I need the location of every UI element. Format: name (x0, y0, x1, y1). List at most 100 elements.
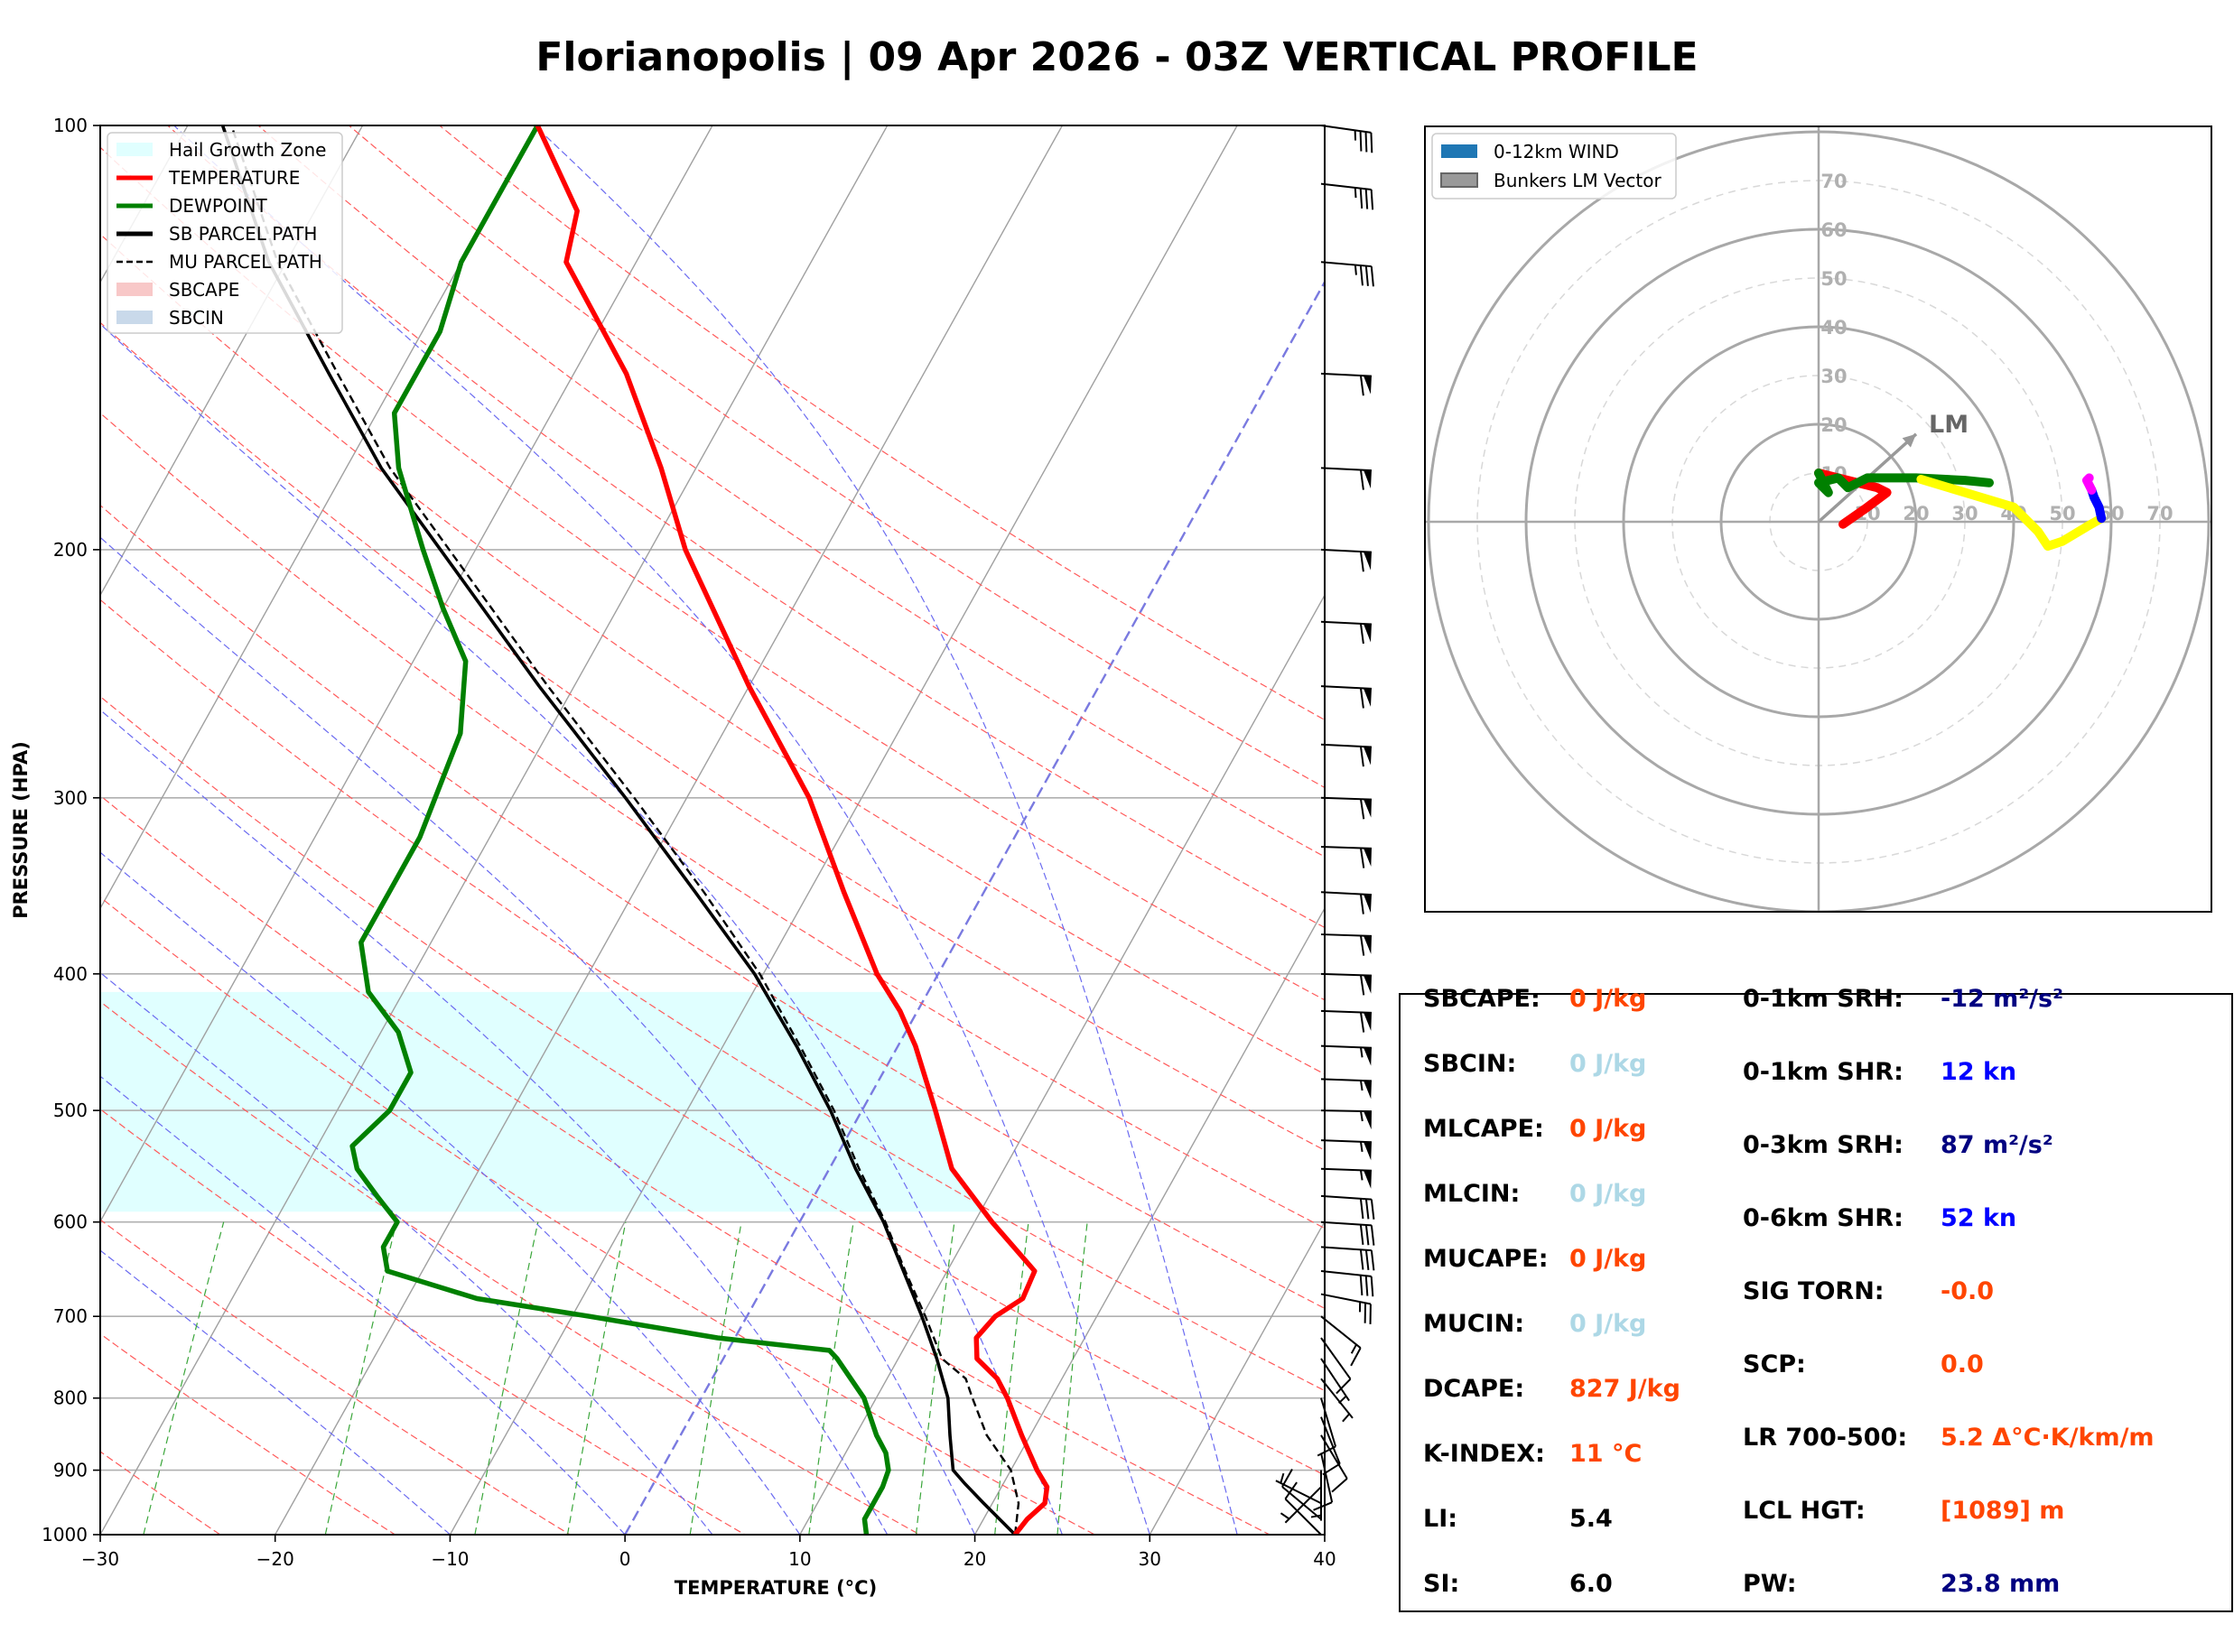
x-tick-label: 40 (1313, 1548, 1336, 1570)
stat-label: 0-3km SRH: (1743, 1131, 1904, 1159)
legend-label: SBCIN (169, 307, 224, 329)
moist-adiabat (100, 709, 889, 1535)
skewt-plot-area (100, 125, 1325, 1535)
wind-barb-full (1370, 1225, 1375, 1246)
stat-value: 0 J/kg (1569, 1245, 1647, 1273)
wind-barb (1313, 1452, 1334, 1511)
wind-barb (1320, 182, 1374, 210)
wind-barb (1320, 933, 1373, 956)
wind-barb (1320, 743, 1372, 767)
stat-label: LCL HGT: (1743, 1497, 1866, 1525)
stat-value: 0 J/kg (1569, 1180, 1647, 1208)
wind-barb-staff (1320, 1315, 1362, 1349)
isotherm-line (449, 125, 1238, 1535)
wind-barb-full (1359, 1249, 1364, 1270)
legend-label: MU PARCEL PATH (169, 251, 322, 273)
wind-barb (1320, 1293, 1372, 1324)
skewt-legend: Hail Growth Zone TEMPERATURE DEWPOINT SB PA… (107, 132, 343, 334)
stat-label: LR 700-500: (1743, 1424, 1908, 1452)
wind-barb (1320, 685, 1372, 709)
wind-barb-staff (1284, 1486, 1322, 1524)
y-tick-label: 300 (53, 787, 88, 809)
stat-label: LI: (1423, 1505, 1458, 1533)
wind-barb-staff (1320, 548, 1372, 553)
hodo-ring-label-h: 70 (2146, 503, 2173, 524)
y-tick-label: 700 (53, 1305, 88, 1327)
wind-barb-staff (1320, 685, 1372, 690)
wind-barb-staff (1320, 1194, 1372, 1201)
hodo-legend-box (1431, 133, 1677, 200)
legend-swatch (116, 311, 153, 324)
hodo-ring-label-v: 50 (1820, 268, 1847, 290)
wind-barb-flag (1363, 848, 1372, 867)
wind-barb-half (1354, 265, 1357, 275)
wind-barb (1320, 1315, 1362, 1367)
legend-swatch (116, 143, 153, 156)
wind-barb-full (1359, 1012, 1365, 1033)
wind-barb-staff (1320, 261, 1372, 268)
wind-barb-full (1359, 375, 1364, 396)
wind-barb-half (1337, 1395, 1347, 1405)
dry-adiabat (100, 695, 1325, 1476)
hodo-ring-label-h: 30 (1951, 503, 1978, 524)
wind-barb-full (1370, 1199, 1375, 1220)
x-tick-label: −10 (431, 1548, 469, 1570)
moist-adiabat (100, 1249, 451, 1535)
wind-barb-staff (1320, 467, 1372, 472)
wind-barb-flag (1363, 624, 1372, 643)
x-tick-label: 10 (788, 1548, 811, 1570)
wind-barb-half (1359, 1080, 1364, 1091)
wind-barb-full (1370, 1249, 1375, 1271)
wind-barb (1320, 1109, 1373, 1130)
wind-barb-staff (1320, 1293, 1372, 1305)
wind-barb (1320, 1078, 1372, 1100)
wind-barb-staff (1320, 1397, 1337, 1447)
stat-value: 12 kn (1941, 1058, 2017, 1086)
hodo-legend-label: 0-12km WIND (1494, 141, 1619, 162)
y-tick-label: 600 (53, 1211, 88, 1233)
freezing-isotherm (624, 279, 1325, 1535)
wind-barb-half (1280, 1512, 1290, 1520)
mu-parcel-path (230, 125, 1020, 1535)
wind-barb-half (1359, 1170, 1364, 1181)
wind-barb-staff (1320, 1220, 1372, 1227)
wind-barb-half (1360, 1110, 1364, 1122)
wind-barb-staff (1320, 1434, 1348, 1480)
dry-adiabat (100, 599, 1325, 1392)
wind-barb-full (1359, 746, 1364, 767)
wind-barb-full (1359, 188, 1364, 209)
stat-label: SBCIN: (1423, 1050, 1517, 1078)
hodo-ring-label-v: 30 (1820, 366, 1847, 387)
dry-adiabat (257, 125, 1325, 858)
wind-barb (1320, 1269, 1374, 1297)
y-tick-label: 400 (53, 963, 88, 985)
y-axis-label: PRESSURE (HPA) (10, 741, 32, 919)
isotherm-line (100, 125, 538, 910)
wind-barb-full (1364, 265, 1369, 286)
hodo-wind-segment (1916, 475, 2107, 551)
stat-label: 0-6km SHR: (1743, 1204, 1904, 1232)
stat-label: 0-1km SRH: (1743, 985, 1904, 1013)
legend-label: SBCAPE (169, 279, 239, 301)
wind-barb (1320, 1378, 1354, 1423)
wind-barb-staff (1320, 125, 1372, 134)
wind-barb (1320, 1434, 1348, 1493)
stat-value: [1089] m (1941, 1497, 2065, 1525)
stat-value: 0 J/kg (1569, 985, 1647, 1013)
wind-barb-flag (1363, 975, 1372, 994)
wind-barb-full (1359, 799, 1365, 820)
wind-barb-half (1310, 1514, 1322, 1518)
wind-barb-full (1359, 1275, 1364, 1296)
stat-label: SIG TORN: (1743, 1277, 1885, 1305)
wind-barb-flag (1363, 747, 1372, 766)
wind-barb-staff (1320, 1139, 1372, 1144)
wind-barb-staff (1275, 1480, 1322, 1505)
stat-label: PW: (1743, 1570, 1797, 1598)
wind-barb-staff (1320, 1269, 1372, 1277)
wind-barb (1320, 1044, 1372, 1066)
moist-adiabat (100, 851, 801, 1535)
wind-barb-full (1331, 1478, 1348, 1493)
wind-barb-full (1364, 132, 1368, 153)
wind-barb-staff (1320, 972, 1373, 977)
stat-value: -0.0 (1941, 1277, 1995, 1305)
